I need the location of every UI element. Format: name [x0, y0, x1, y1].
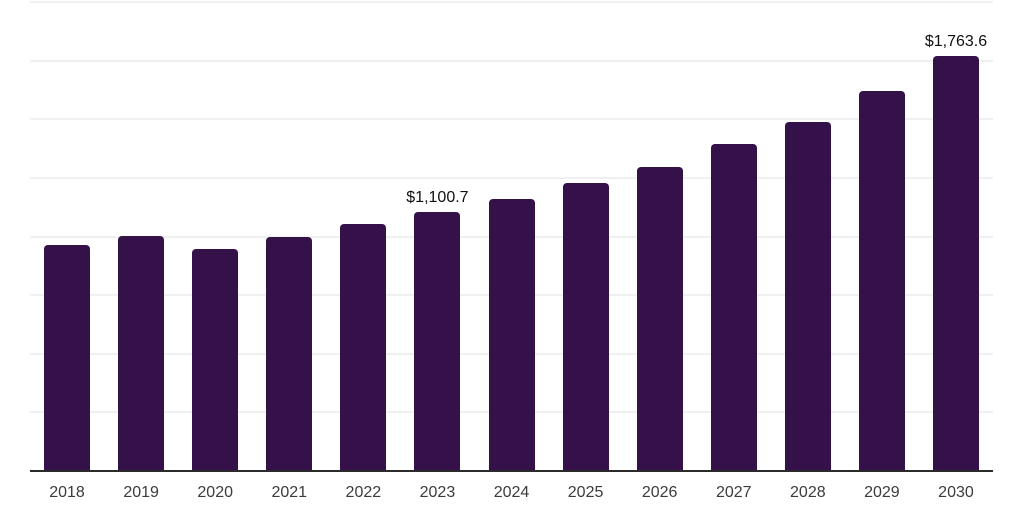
x-tick-label-2018: 2018 [49, 484, 85, 501]
x-tick-label-2027: 2027 [715, 484, 752, 501]
bar-slot-2030: $1,763.6 [919, 1, 993, 470]
bar-slot-2019 [104, 1, 178, 470]
bar-slot-2024 [474, 1, 548, 470]
gridline-1750 [30, 59, 993, 62]
bar-2019 [118, 236, 165, 470]
bar-slot-2025 [549, 1, 623, 470]
gridline-2000 [30, 1, 993, 3]
x-tick-label-2024: 2024 [493, 484, 530, 501]
bar-2020 [192, 248, 239, 470]
x-tick-label-2030: 2030 [938, 484, 974, 501]
plot-area: $1,100.7 $1,763.6 [30, 1, 993, 472]
bar-2023 [414, 211, 461, 470]
bar-slot-2028 [771, 1, 845, 470]
bar-2027 [710, 144, 757, 470]
bar-2021 [266, 236, 313, 470]
x-axis-labels: 2018 2019 2020 2021 2022 2023 2024 2025 2026 2027… [30, 484, 993, 502]
bar-slot-2021 [252, 1, 326, 470]
bar-value-label-2030: $1,763.6 [924, 33, 988, 51]
gridline-1500 [30, 118, 993, 121]
bar-slot-2020 [178, 1, 252, 470]
bar-2028 [784, 121, 831, 470]
bar-slot-2018 [30, 1, 104, 470]
x-tick-label-2022: 2022 [345, 484, 382, 501]
bar-2018 [44, 245, 91, 470]
bar-value-label-2023: $1,100.7 [406, 188, 469, 206]
x-tick-label-2019: 2019 [123, 484, 159, 501]
x-tick-label-2023: 2023 [419, 484, 456, 501]
bar-2022 [340, 223, 387, 470]
gridline-1250 [30, 176, 993, 179]
x-tick-label-2025: 2025 [567, 484, 604, 501]
x-tick-label-2020: 2020 [197, 484, 233, 501]
x-tick-label-2026: 2026 [641, 484, 678, 501]
bar-2030 [932, 56, 979, 470]
x-tick-label-2021: 2021 [271, 484, 308, 501]
bars-row: $1,100.7 $1,763.6 [30, 1, 993, 470]
bar-slot-2023: $1,100.7 [400, 1, 474, 470]
bar-2026 [636, 166, 683, 470]
bar-slot-2027 [697, 1, 771, 470]
bar-2025 [562, 182, 609, 470]
bar-2029 [858, 91, 905, 470]
x-tick-label-2028: 2028 [790, 484, 826, 501]
bar-slot-2029 [845, 1, 919, 470]
bar-slot-2026 [623, 1, 697, 470]
bar-slot-2022 [326, 1, 400, 470]
bar-2024 [488, 198, 535, 470]
x-tick-label-2029: 2029 [864, 484, 900, 501]
